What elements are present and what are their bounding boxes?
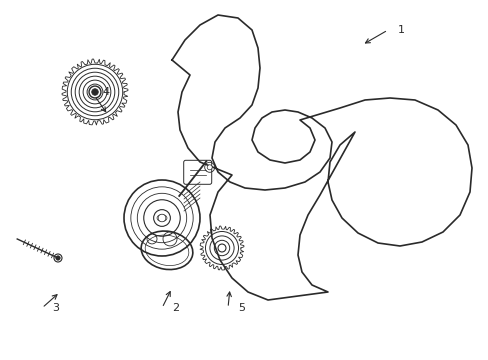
Circle shape [56, 256, 60, 260]
Text: 2: 2 [172, 303, 179, 313]
Circle shape [92, 89, 98, 95]
Text: 3: 3 [52, 303, 59, 313]
Circle shape [89, 86, 101, 98]
Text: 5: 5 [238, 303, 244, 313]
Text: 1: 1 [397, 25, 404, 35]
Circle shape [153, 210, 170, 226]
Circle shape [218, 244, 225, 252]
Circle shape [207, 165, 212, 170]
Circle shape [158, 214, 165, 222]
Text: 4: 4 [102, 87, 109, 97]
